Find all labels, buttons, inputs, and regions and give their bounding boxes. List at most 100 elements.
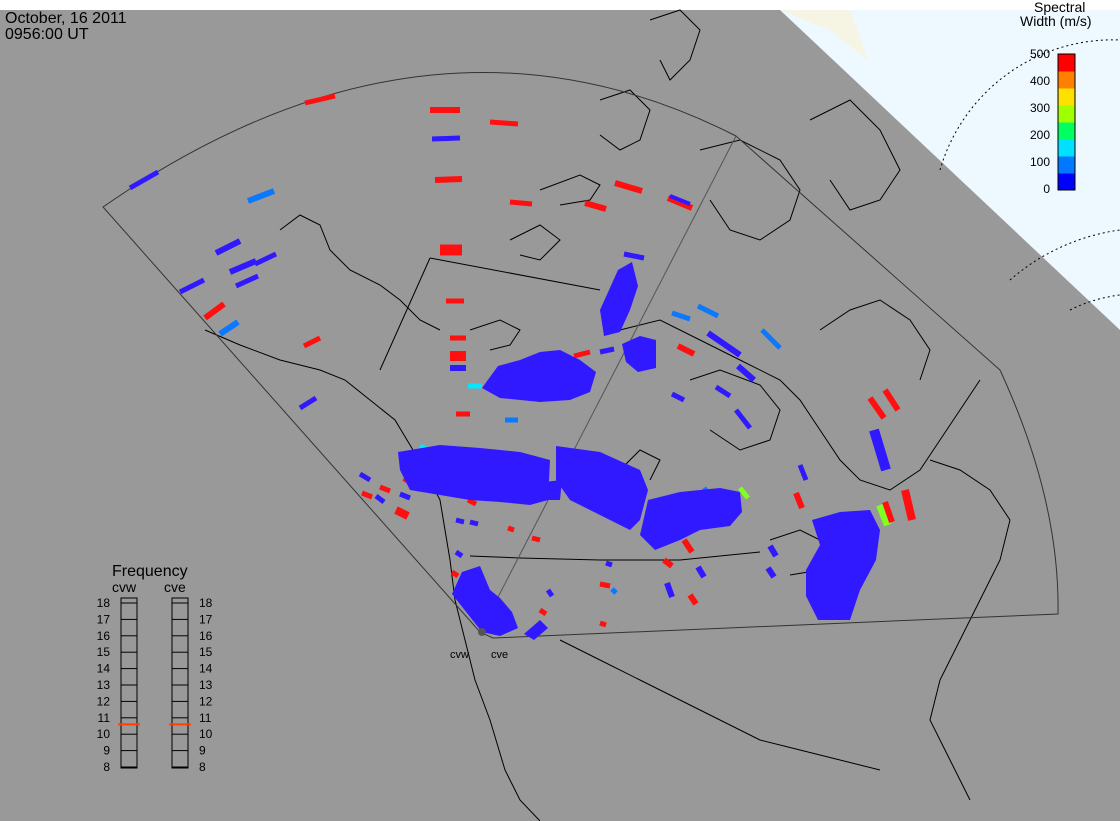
echo-cell bbox=[304, 93, 336, 106]
colorbar-tick-label: 300 bbox=[1030, 101, 1050, 115]
colorbar-swatch bbox=[1058, 88, 1075, 106]
echo-cell bbox=[623, 251, 645, 261]
echo-cell bbox=[599, 581, 611, 589]
echo-region bbox=[556, 446, 648, 530]
echo-region bbox=[806, 510, 880, 620]
echo-region bbox=[452, 566, 518, 636]
echo-cell bbox=[867, 396, 887, 420]
frequency-tick-label: 16 bbox=[97, 629, 111, 643]
echo-cell bbox=[538, 607, 548, 617]
echo-cell bbox=[714, 384, 732, 399]
frequency-tick-label: 16 bbox=[199, 629, 213, 643]
echo-cell bbox=[379, 484, 391, 494]
frequency-tick-label: 14 bbox=[199, 662, 213, 676]
site-label-cvw: cvw bbox=[450, 649, 469, 661]
echo-cell bbox=[610, 587, 618, 595]
echo-cell bbox=[128, 169, 160, 191]
echo-region bbox=[398, 445, 550, 505]
frequency-tick-label: 18 bbox=[97, 596, 111, 610]
frequency-tick-label: 13 bbox=[97, 678, 111, 692]
echo-cell bbox=[228, 258, 258, 275]
echo-cell bbox=[507, 525, 515, 533]
echo-cell bbox=[302, 335, 322, 349]
colorbar-swatch bbox=[1058, 71, 1075, 89]
echo-cell bbox=[662, 557, 674, 569]
echo-cell bbox=[793, 491, 805, 510]
echo-cell bbox=[584, 200, 607, 212]
echo-cell bbox=[797, 464, 809, 481]
frequency-radar-cve: cve bbox=[164, 579, 186, 595]
echo-cell bbox=[489, 119, 519, 127]
frequency-tick-label: 9 bbox=[103, 744, 110, 758]
date-label: October, 16 2011 bbox=[5, 10, 127, 27]
frequency-bar-cve bbox=[171, 597, 189, 769]
site-label-cve: cve bbox=[491, 649, 508, 661]
echo-cell bbox=[358, 471, 372, 483]
echo-cell bbox=[669, 194, 691, 206]
echo-cell bbox=[767, 544, 779, 558]
echo-cell bbox=[434, 176, 463, 183]
echo-cell bbox=[765, 566, 777, 579]
terminator-band bbox=[780, 10, 868, 60]
colorbar-tick-label: 200 bbox=[1030, 128, 1050, 142]
echo-cell bbox=[531, 535, 541, 543]
daylight-region bbox=[780, 10, 1120, 330]
frequency-tick-label: 10 bbox=[97, 727, 111, 741]
echo-cell bbox=[203, 301, 226, 321]
colorbar-frame bbox=[1057, 53, 1076, 191]
radar-fov bbox=[102, 71, 1059, 639]
echo-cell bbox=[738, 486, 750, 500]
echo-cell bbox=[599, 620, 607, 628]
colorbar-tick-label: 100 bbox=[1030, 155, 1050, 169]
boundaries bbox=[379, 257, 761, 561]
frequency-tick-label: 8 bbox=[199, 760, 206, 774]
echo-cell bbox=[876, 503, 892, 527]
colorbar-tick-label: 500 bbox=[1030, 47, 1050, 61]
echo-cell bbox=[696, 303, 720, 319]
echo-cell bbox=[736, 363, 756, 383]
echo-cell bbox=[253, 251, 278, 267]
echo-cell bbox=[246, 188, 276, 204]
echo-cell bbox=[882, 388, 901, 412]
echo-cell bbox=[455, 517, 465, 525]
echo-cell bbox=[399, 491, 411, 501]
frequency-tick-label: 11 bbox=[199, 711, 212, 725]
frequency-tick-label: 15 bbox=[199, 645, 213, 659]
colorbar-swatch bbox=[1058, 156, 1075, 174]
time-label: 0956:00 UT bbox=[5, 26, 89, 43]
echo-region bbox=[622, 336, 656, 372]
colorbar-title-line2: Width (m/s) bbox=[1020, 13, 1092, 29]
frequency-tick-label: 10 bbox=[199, 727, 213, 741]
colorbar-gradient bbox=[1058, 54, 1075, 191]
echo-region bbox=[600, 262, 638, 336]
echo-cell bbox=[676, 343, 696, 357]
echo-region bbox=[640, 488, 742, 550]
echo-cell bbox=[509, 199, 533, 207]
frequency-tick-label: 8 bbox=[103, 760, 110, 774]
echo-cell bbox=[214, 238, 242, 256]
echo-cell bbox=[298, 395, 318, 411]
echo-cell bbox=[599, 346, 615, 355]
colorbar-swatch bbox=[1058, 173, 1075, 191]
echo-cell bbox=[394, 506, 410, 520]
colorbar-swatch bbox=[1058, 139, 1075, 157]
echo-cell bbox=[671, 310, 691, 322]
frequency-tick-label: 17 bbox=[97, 612, 111, 626]
frequency-tick-label: 14 bbox=[97, 662, 111, 676]
frequency-bar-cvw bbox=[120, 597, 138, 769]
echo-cell bbox=[706, 330, 742, 358]
frequency-title: Frequency bbox=[112, 563, 188, 580]
echo-cell bbox=[454, 549, 464, 559]
echo-cell bbox=[681, 538, 695, 554]
frequency-scale: 18 18 17 17 16 16 15 15 14 14 13 13 12 12 11 11 10 10 9 9 8 8 bbox=[97, 596, 213, 774]
echo-region bbox=[544, 480, 562, 500]
echo-cell bbox=[573, 349, 591, 359]
echo-cell bbox=[545, 588, 555, 598]
colorbar-swatch bbox=[1058, 105, 1075, 123]
frequency-tick-label: 9 bbox=[199, 744, 206, 758]
echo-cell bbox=[882, 501, 895, 523]
echo-cell bbox=[666, 195, 694, 211]
echo-cell bbox=[431, 135, 461, 142]
colorbar-swatch bbox=[1058, 54, 1075, 72]
